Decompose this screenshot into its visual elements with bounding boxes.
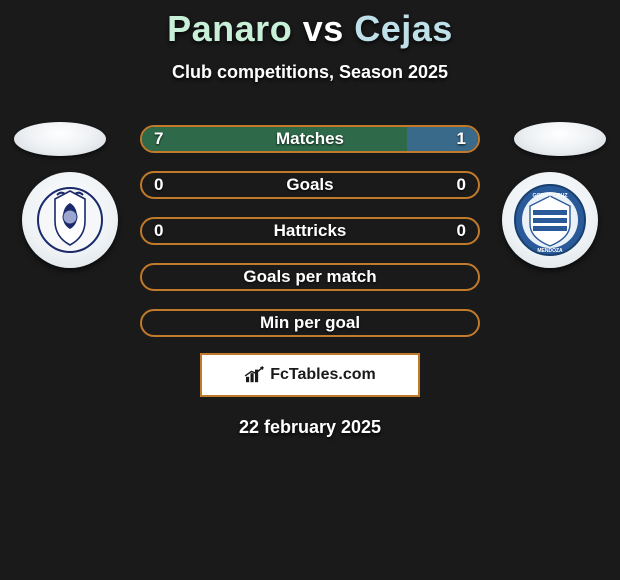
stat-left-value: 7 bbox=[154, 129, 163, 149]
stat-label: Matches bbox=[276, 129, 344, 149]
date-text: 22 february 2025 bbox=[239, 417, 381, 438]
badge-inner: FcTables.com bbox=[244, 366, 376, 384]
subtitle: Club competitions, Season 2025 bbox=[172, 62, 448, 83]
player1-name: Panaro bbox=[167, 8, 292, 49]
vs-text: vs bbox=[303, 8, 344, 49]
stat-label: Hattricks bbox=[274, 221, 347, 241]
bar-chart-icon bbox=[244, 366, 266, 384]
comparison-card: Panaro vs Cejas Club competitions, Seaso… bbox=[0, 0, 620, 580]
stat-row: 0 0 Hattricks bbox=[140, 217, 480, 245]
stat-row: Min per goal bbox=[140, 309, 480, 337]
stat-label: Min per goal bbox=[260, 313, 360, 333]
stat-label: Goals bbox=[286, 175, 333, 195]
player2-name: Cejas bbox=[354, 8, 453, 49]
stat-right-value: 0 bbox=[457, 175, 466, 195]
main-title: Panaro vs Cejas bbox=[167, 8, 453, 50]
stat-fill-left bbox=[142, 127, 407, 151]
stat-left-value: 0 bbox=[154, 175, 163, 195]
stat-row: 7 1 Matches bbox=[140, 125, 480, 153]
stat-right-value: 0 bbox=[457, 221, 466, 241]
stat-left-value: 0 bbox=[154, 221, 163, 241]
stat-row: Goals per match bbox=[140, 263, 480, 291]
source-badge[interactable]: FcTables.com bbox=[200, 353, 420, 397]
stat-label: Goals per match bbox=[243, 267, 376, 287]
stat-right-value: 1 bbox=[457, 129, 466, 149]
stat-fill-right bbox=[407, 127, 478, 151]
stats-area: 7 1 Matches 0 0 Goals 0 0 Hattricks Goals per mat… bbox=[0, 125, 620, 337]
stat-row: 0 0 Goals bbox=[140, 171, 480, 199]
badge-text: FcTables.com bbox=[270, 366, 376, 384]
